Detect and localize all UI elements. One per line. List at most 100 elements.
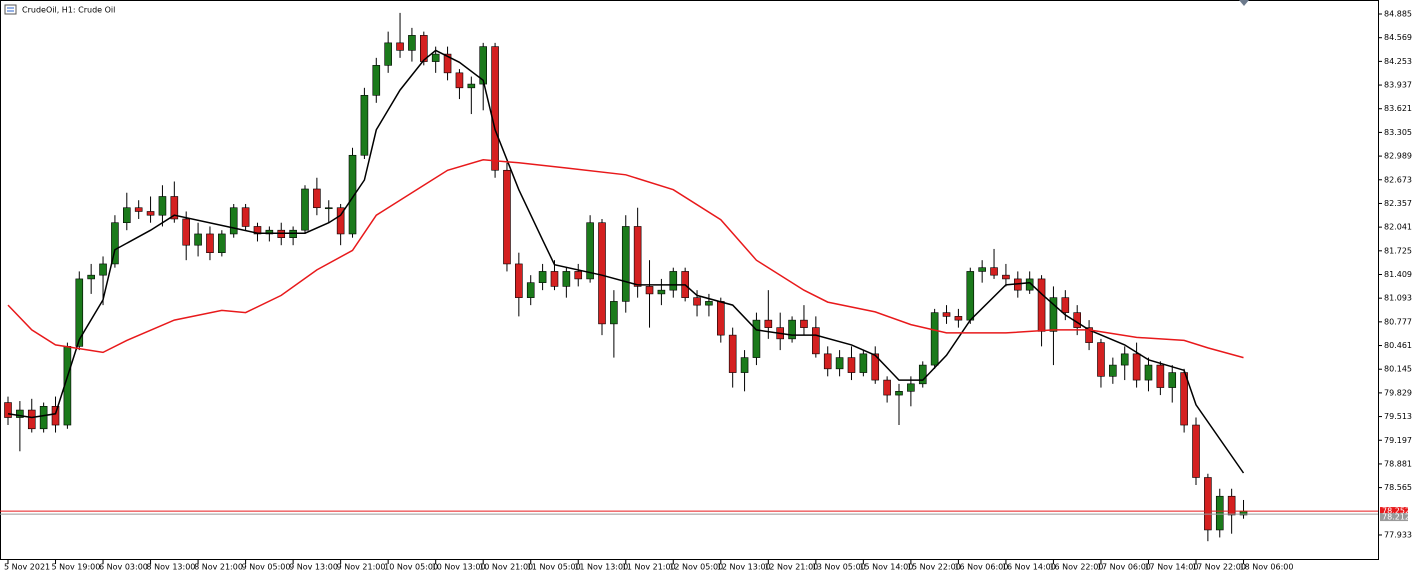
candle-body	[526, 282, 535, 298]
candle-body	[1204, 477, 1212, 531]
candle-body	[301, 188, 309, 231]
x-tick-label: 18 Nov 06:00	[1240, 563, 1294, 572]
candle-body	[467, 83, 476, 89]
candle-body	[883, 379, 891, 396]
candle-body	[123, 207, 131, 224]
candle-body	[1156, 364, 1165, 388]
price-label: 78.252	[1382, 507, 1410, 516]
candle-body	[942, 312, 951, 317]
x-tick-label: 11 Nov 13:00	[574, 563, 628, 572]
x-tick-label: 9 Nov 13:00	[289, 563, 338, 572]
candle-body	[835, 357, 844, 370]
chart-icon	[4, 4, 17, 15]
candle-body	[978, 267, 986, 272]
candle-body	[871, 353, 880, 381]
candle-body	[1144, 364, 1153, 381]
candle-body	[633, 226, 642, 287]
candle-body	[598, 222, 606, 325]
y-tick-label: 79.197	[1384, 436, 1412, 445]
candle-body	[788, 319, 796, 340]
candle-body	[372, 65, 381, 96]
candle-body	[455, 72, 464, 89]
candle-body	[479, 46, 488, 85]
candle-body	[1168, 372, 1177, 388]
y-tick-label: 78.881	[1384, 459, 1412, 468]
candle-body	[800, 319, 808, 328]
x-tick-label: 16 Nov 22:00	[1049, 563, 1103, 572]
candle-body	[194, 233, 202, 246]
candle-body	[1025, 278, 1034, 291]
candle-body	[990, 267, 998, 276]
candle-body	[111, 222, 119, 265]
candle-body	[218, 233, 226, 253]
candle-body	[562, 271, 571, 287]
candle-body	[966, 271, 975, 321]
candle-body	[75, 278, 84, 347]
x-tick-label: 11 Nov 21:00	[622, 563, 676, 572]
y-tick-label: 78.565	[1384, 483, 1412, 492]
candle-body	[384, 42, 392, 66]
candle-body	[277, 229, 286, 238]
candle-body	[716, 301, 725, 336]
candle-body	[313, 188, 321, 209]
x-tick-label: 16 Nov 06:00	[954, 563, 1008, 572]
candle-body	[39, 406, 48, 430]
x-tick-label: 10 Nov 21:00	[479, 563, 533, 572]
x-tick-label: 15 Nov 14:00	[859, 563, 913, 572]
candle-body	[229, 207, 238, 235]
candle-body	[253, 226, 262, 235]
candle-body	[16, 409, 24, 418]
x-tick-label: 5 Nov 19:00	[52, 563, 101, 572]
candle-body	[907, 383, 915, 392]
candle-body	[847, 357, 856, 373]
plot-frame	[0, 0, 1379, 560]
candle-body	[336, 207, 345, 235]
candle-body	[408, 35, 416, 51]
chart-title: CrudeOil, H1: Crude Oil	[22, 6, 115, 15]
candle-body	[586, 222, 594, 280]
price-label-box	[1380, 507, 1408, 516]
candle-body	[610, 301, 618, 325]
y-tick-label: 84.253	[1384, 57, 1412, 66]
candle-body	[158, 196, 167, 216]
x-tick-label: 12 Nov 21:00	[764, 563, 818, 572]
candle-body	[812, 327, 820, 355]
x-tick-label: 6 Nov 03:00	[99, 563, 148, 572]
x-tick-label: 8 Nov 13:00	[147, 563, 196, 572]
candle-body	[1120, 353, 1129, 366]
candle-body	[693, 297, 701, 306]
y-tick-label: 84.885	[1384, 10, 1412, 19]
candle-body	[324, 207, 333, 210]
candle-body	[764, 319, 773, 328]
x-tick-label: 5 Nov 2021	[4, 563, 50, 572]
candle-body	[1002, 274, 1010, 280]
candle-body	[27, 409, 36, 430]
candle-body	[419, 35, 428, 62]
candle-body	[146, 211, 155, 216]
x-tick-label: 17 Nov 14:00	[1144, 563, 1198, 572]
candle-body	[930, 312, 939, 366]
candle-body	[206, 233, 214, 253]
candle-body	[823, 353, 832, 370]
y-tick-label: 80.461	[1384, 341, 1412, 350]
candle-body	[170, 196, 179, 220]
candle-body	[657, 289, 666, 295]
candle-body	[396, 42, 404, 51]
candle-body	[752, 319, 761, 358]
candle-body	[574, 271, 583, 280]
x-tick-label: 16 Nov 14:00	[1002, 563, 1056, 572]
candle-body	[4, 402, 12, 418]
x-tick-label: 12 Nov 13:00	[717, 563, 771, 572]
candle-body	[669, 271, 678, 291]
moving-average	[7, 159, 1244, 359]
candle-body	[954, 316, 963, 321]
candle-body	[443, 53, 452, 74]
candle-body	[360, 95, 369, 156]
y-tick-label: 82.041	[1384, 223, 1412, 232]
shift-marker	[1239, 0, 1249, 6]
candle-body	[895, 391, 903, 396]
candle-body	[348, 154, 357, 235]
y-tick-label: 83.621	[1384, 104, 1412, 113]
x-tick-label: 13 Nov 05:00	[812, 563, 866, 572]
